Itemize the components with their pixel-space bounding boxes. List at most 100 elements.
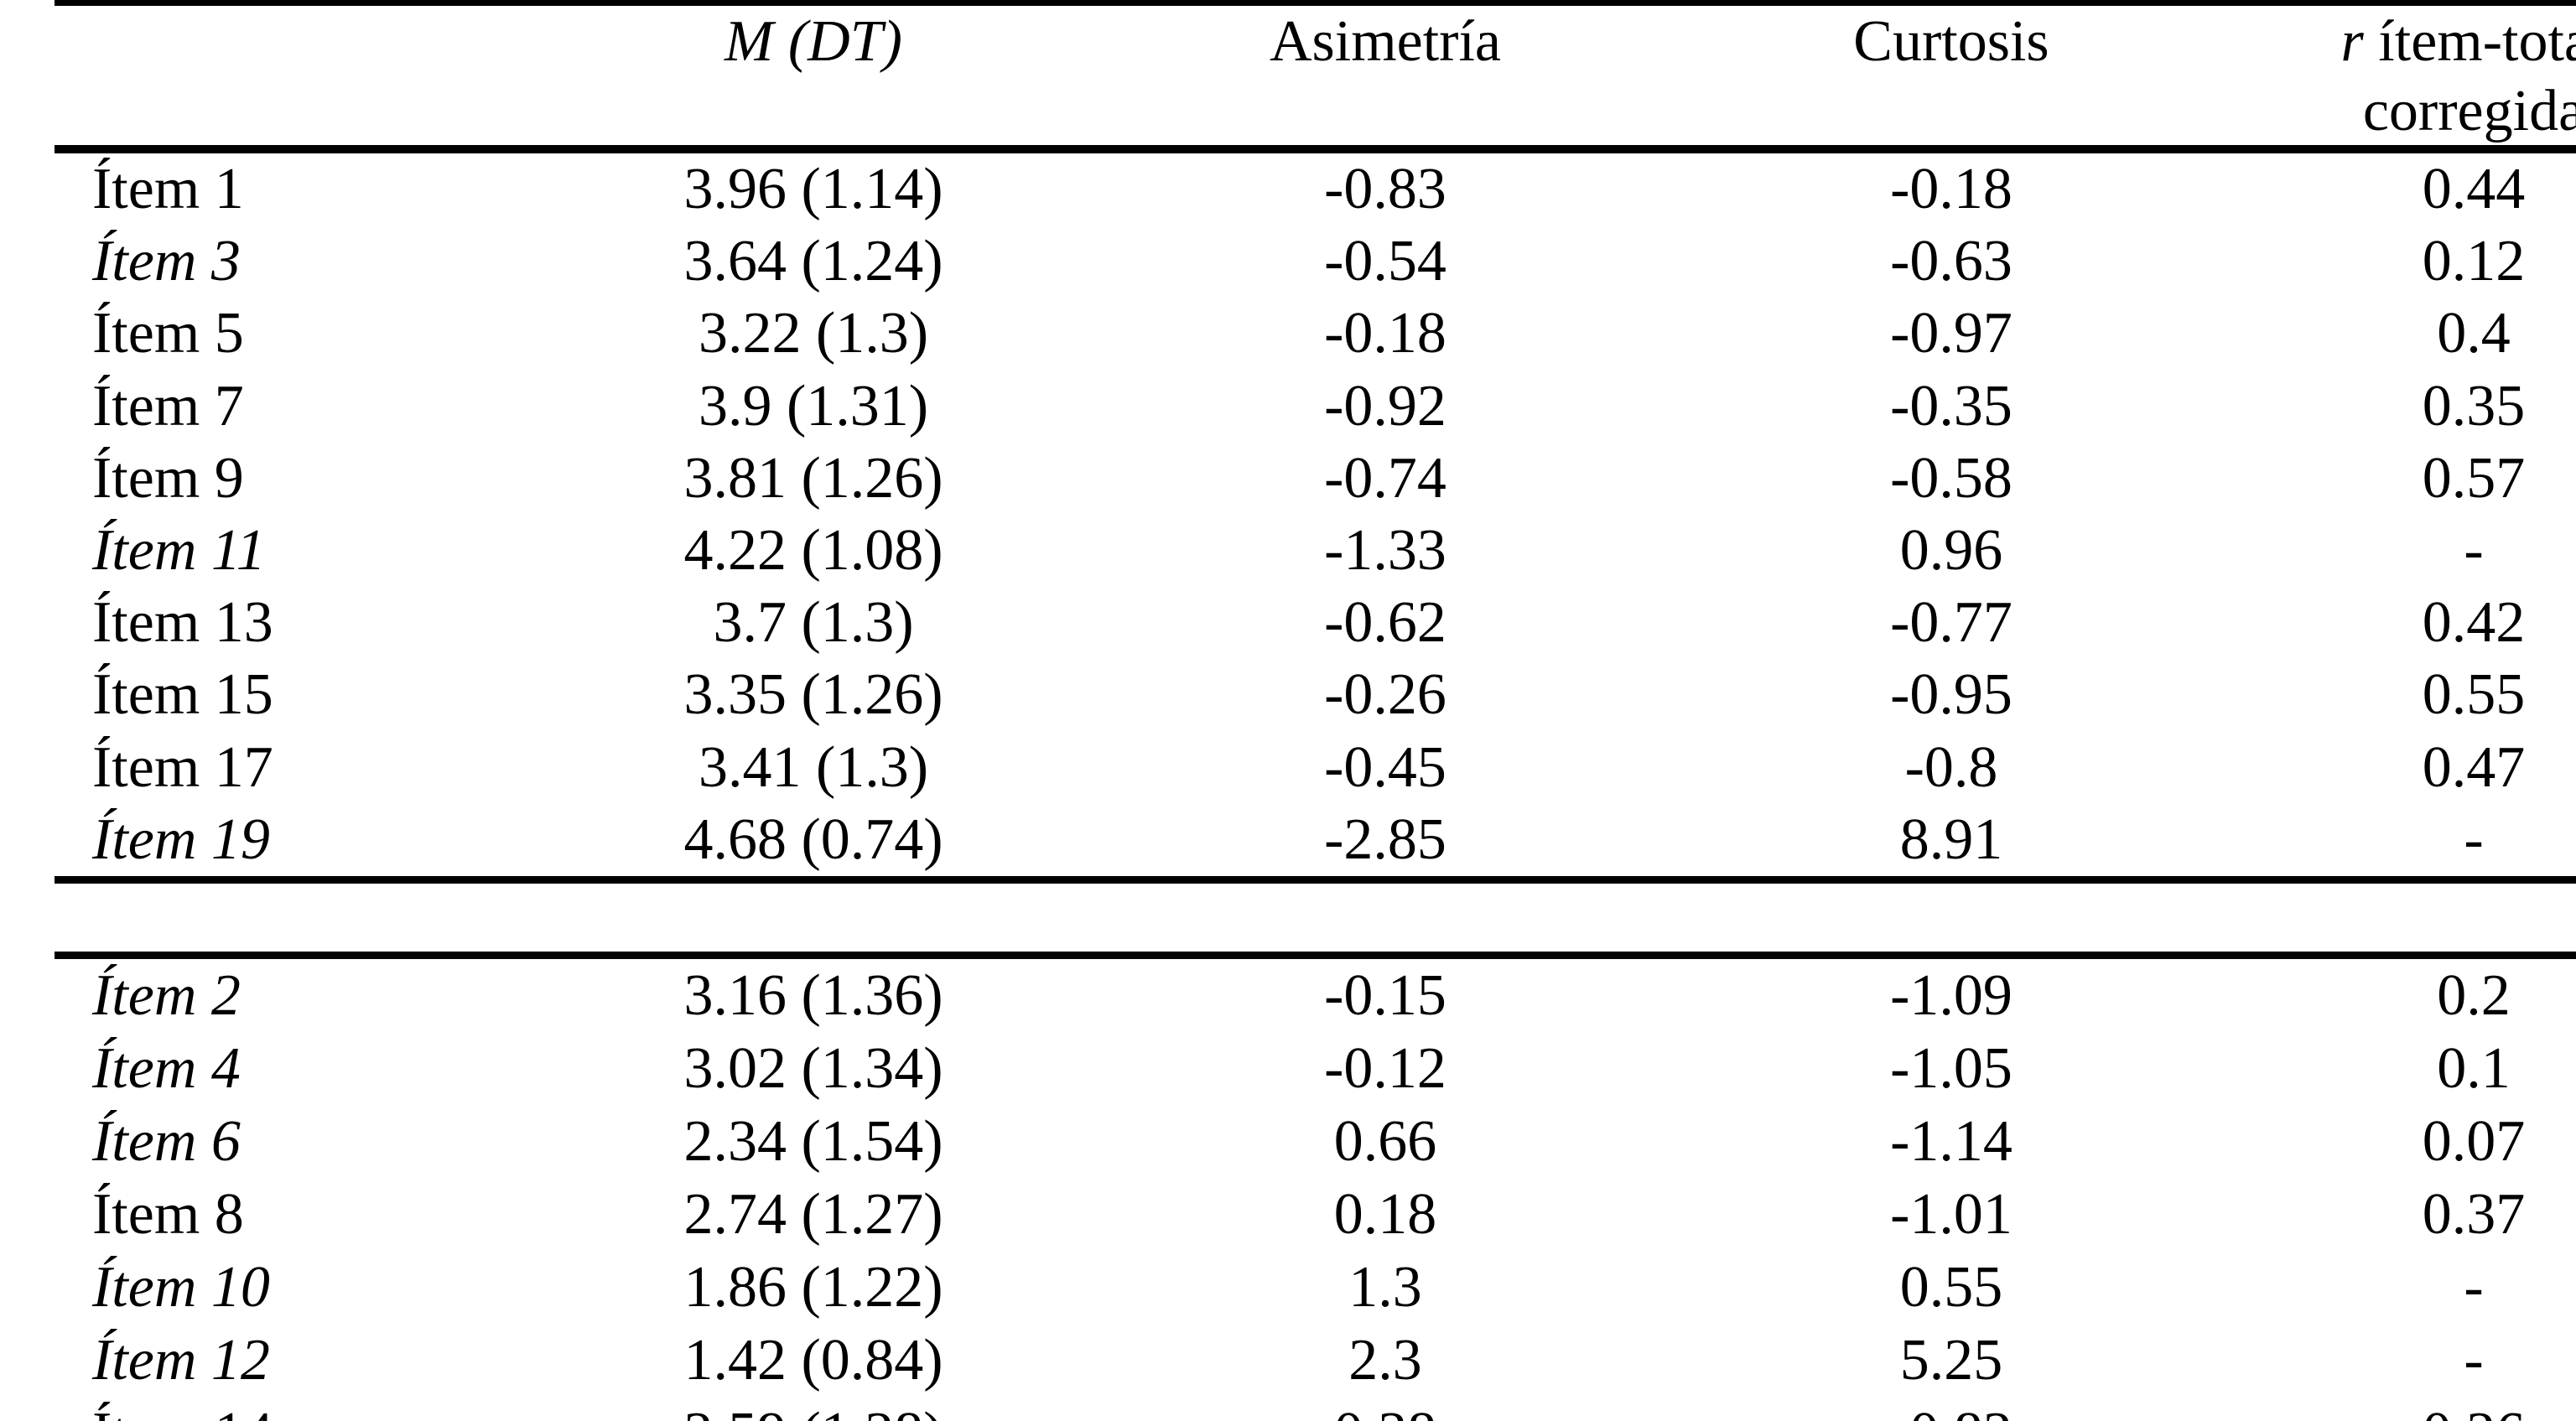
- asimetria-value: -0.26: [1324, 662, 1446, 728]
- asimetria-value: -0.74: [1324, 445, 1446, 511]
- curtosis-value: 0.55: [1899, 1255, 2003, 1320]
- asimetria-value: -2.85: [1324, 806, 1446, 872]
- table-row: Ítem 7 3.9 (1.31) -0.92 -0.35 0.35: [55, 371, 2576, 443]
- m-dt-value: 3.41 (1.3): [698, 734, 929, 800]
- m-dt-value: 2.59 (1.28): [520, 1397, 1107, 1421]
- item-label: Ítem 7: [92, 373, 244, 438]
- curtosis-value: -0.18: [1890, 157, 2012, 221]
- header-r-item-total-line2: corregida: [2362, 79, 2576, 143]
- m-dt-value: 3.64 (1.24): [683, 229, 943, 294]
- table-row: Ítem 8 2.74 (1.27) 0.18 -1.01 0.37: [55, 1178, 2576, 1251]
- r-item-total-value: -: [2464, 517, 2484, 583]
- curtosis-value: -0.77: [1890, 590, 2012, 656]
- r-item-total-value: 0.47: [2422, 734, 2526, 800]
- asimetria-value: -0.62: [1324, 590, 1446, 656]
- item-label: Ítem 19: [92, 806, 270, 872]
- item-label: Ítem 2: [92, 963, 241, 1028]
- curtosis-value: -0.8: [1904, 734, 1998, 800]
- item-label: Ítem 9: [92, 445, 244, 511]
- item-label: Ítem 8: [92, 1182, 244, 1247]
- curtosis-value: -1.05: [1890, 1036, 2012, 1101]
- item-label: Ítem 4: [92, 1036, 241, 1101]
- item-label: Ítem 6: [92, 1109, 241, 1174]
- m-dt-value: 3.96 (1.14): [683, 157, 943, 221]
- m-dt-value: 4.22 (1.08): [683, 517, 943, 583]
- curtosis-value: -1.09: [1890, 963, 2012, 1028]
- asimetria-value: 2.3: [1348, 1328, 1422, 1392]
- item-label: Ítem 12: [92, 1328, 270, 1392]
- r-item-total-value: 0.07: [2422, 1109, 2526, 1174]
- r-item-total-value: 0.37: [2422, 1182, 2526, 1247]
- asimetria-value: 0.38: [1092, 1397, 1679, 1421]
- m-dt-value: 3.16 (1.36): [683, 963, 943, 1028]
- m-dt-value: 2.34 (1.54): [683, 1109, 943, 1174]
- table-row: Ítem 9 3.81 (1.26) -0.74 -0.58 0.57: [55, 443, 2576, 515]
- r-item-total-value: -: [2464, 1328, 2484, 1392]
- item-statistics-table: M (DT) Asimetría Curtosis r ítem-total c…: [55, 0, 2576, 1421]
- curtosis-value: 8.91: [1899, 806, 2003, 872]
- m-dt-value: 3.81 (1.26): [683, 445, 943, 511]
- table-row: Ítem 11 4.22 (1.08) -1.33 0.96 -: [55, 515, 2576, 587]
- asimetria-value: -0.83: [1324, 157, 1446, 221]
- item-label: Ítem 1: [92, 157, 244, 221]
- r-item-total-value: 0.26: [2180, 1397, 2576, 1421]
- asimetria-value: 1.3: [1348, 1255, 1422, 1320]
- block2-top-rule: [55, 952, 2576, 959]
- asimetria-value: 0.66: [1333, 1109, 1437, 1174]
- r-item-total-value: 0.57: [2422, 445, 2526, 511]
- table-row: Ítem 14 2.59 (1.28) 0.38 -0.82 0.26: [55, 1397, 2576, 1421]
- table-row: Ítem 3 3.64 (1.24) -0.54 -0.63 0.12: [55, 226, 2576, 298]
- m-dt-value: 2.74 (1.27): [683, 1182, 943, 1247]
- asimetria-value: 0.18: [1333, 1182, 1437, 1247]
- r-item-total-value: 0.12: [2422, 229, 2526, 294]
- m-dt-value: 3.35 (1.26): [683, 662, 943, 728]
- table-row: Ítem 4 3.02 (1.34) -0.12 -1.05 0.1: [55, 1032, 2576, 1105]
- curtosis-value: -0.82: [1658, 1397, 2245, 1421]
- table-row: Ítem 10 1.86 (1.22) 1.3 0.55 -: [55, 1251, 2576, 1324]
- m-dt-value: 3.22 (1.3): [698, 301, 929, 366]
- header-r-item-total: r ítem-total: [2180, 8, 2576, 75]
- m-dt-value: 3.9 (1.31): [698, 373, 929, 438]
- asimetria-value: -0.45: [1324, 734, 1446, 800]
- header-asimetria: Asimetría: [1269, 9, 1502, 74]
- table-row: Ítem 1 3.96 (1.14) -0.83 -0.18 0.44: [55, 153, 2576, 226]
- table-row: Ítem 15 3.35 (1.26) -0.26 -0.95 0.55: [55, 659, 2576, 731]
- curtosis-value: -0.97: [1890, 301, 2012, 366]
- curtosis-value: -0.63: [1890, 229, 2012, 294]
- table-row: Ítem 12 1.42 (0.84) 2.3 5.25 -: [55, 1324, 2576, 1397]
- table-top-rule: [55, 0, 2576, 6]
- m-dt-value: 3.7 (1.3): [713, 590, 914, 656]
- table-row: Ítem 13 3.7 (1.3) -0.62 -0.77 0.42: [55, 587, 2576, 659]
- asimetria-value: -0.92: [1324, 373, 1446, 438]
- r-item-total-value: 0.35: [2422, 373, 2526, 438]
- r-item-total-value: 0.42: [2422, 590, 2526, 656]
- header-r-symbol: r: [2340, 9, 2364, 74]
- block1-bottom-rule: [55, 876, 2576, 884]
- r-item-total-value: 0.55: [2422, 662, 2526, 728]
- item-label: Ítem 14: [92, 1397, 273, 1421]
- m-dt-value: 4.68 (0.74): [683, 806, 943, 872]
- curtosis-value: -1.01: [1890, 1182, 2012, 1247]
- table-row: Ítem 2 3.16 (1.36) -0.15 -1.09 0.2: [55, 959, 2576, 1032]
- table-block-even-items: Ítem 2 3.16 (1.36) -0.15 -1.09 0.2 Ítem …: [55, 959, 2576, 1421]
- m-dt-value: 1.42 (0.84): [683, 1328, 943, 1392]
- item-label: Ítem 17: [92, 734, 273, 800]
- r-item-total-value: 0.44: [2422, 157, 2526, 221]
- r-item-total-value: 0.2: [2437, 963, 2511, 1028]
- item-label: Ítem 3: [92, 229, 241, 294]
- asimetria-value: -1.33: [1324, 517, 1446, 583]
- asimetria-value: -0.54: [1324, 229, 1446, 294]
- table-block-odd-items: Ítem 1 3.96 (1.14) -0.83 -0.18 0.44 Ítem…: [55, 153, 2576, 876]
- item-label: Ítem 15: [92, 662, 273, 728]
- item-label: Ítem 13: [92, 590, 273, 656]
- asimetria-value: -0.18: [1324, 301, 1446, 366]
- r-item-total-value: -: [2464, 806, 2484, 872]
- table-row: Ítem 19 4.68 (0.74) -2.85 8.91 -: [55, 804, 2576, 876]
- header-m-dt: M (DT): [724, 9, 902, 74]
- header-curtosis: Curtosis: [1853, 9, 2049, 74]
- table-row: Ítem 6 2.34 (1.54) 0.66 -1.14 0.07: [55, 1105, 2576, 1178]
- curtosis-value: 0.96: [1899, 517, 2003, 583]
- curtosis-value: 5.25: [1899, 1328, 2003, 1392]
- table-row: Ítem 17 3.41 (1.3) -0.45 -0.8 0.47: [55, 732, 2576, 804]
